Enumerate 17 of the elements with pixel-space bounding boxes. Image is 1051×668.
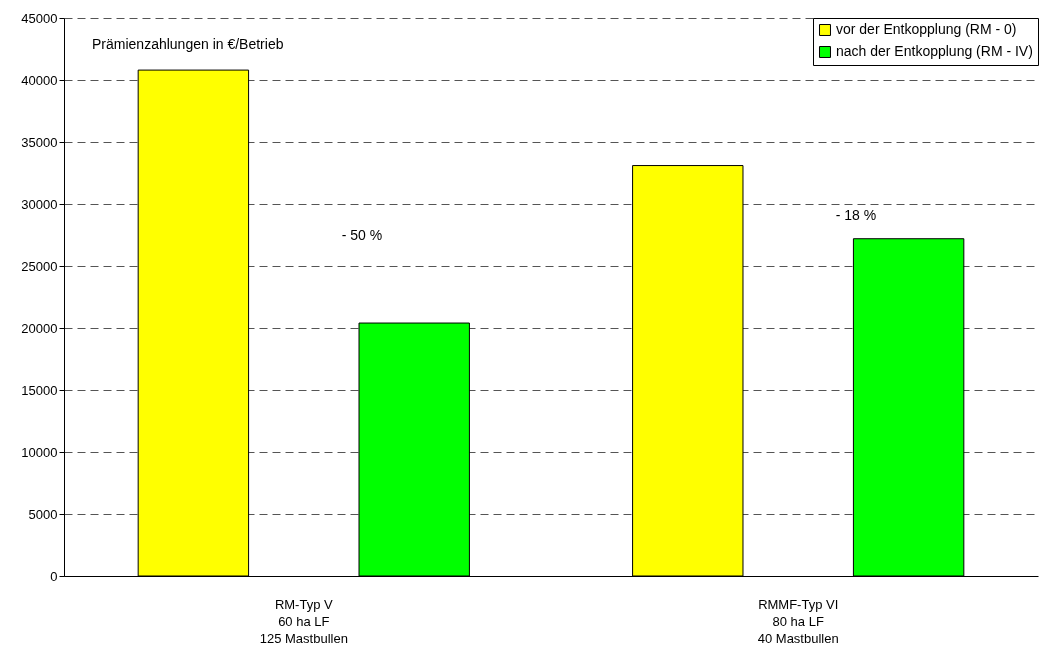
y-tick-label: 25000 xyxy=(21,258,58,274)
y-tick-label: 30000 xyxy=(21,196,58,212)
x-tick-label: RMMF-Typ VI 80 ha LF 40 Mastbullen xyxy=(757,596,839,646)
y-tick-label: 10000 xyxy=(21,444,58,460)
annotation: - 50 % xyxy=(341,227,383,243)
y-tick-label: 35000 xyxy=(21,134,58,150)
y-tick-label: 15000 xyxy=(21,382,58,398)
legend-label: nach der Entkopplung (RM - IV) xyxy=(836,43,1033,59)
y-tick-label: 45000 xyxy=(21,10,58,26)
y-tick-label: 40000 xyxy=(21,72,58,88)
y-tick-label: 0 xyxy=(50,568,58,584)
y-tick-label: 5000 xyxy=(28,506,58,522)
x-tick-label: RM-Typ V 60 ha LF 125 Mastbullen xyxy=(259,596,348,646)
annotation: Prämienzahlungen in €/Betrieb xyxy=(92,36,284,52)
y-tick-label: 20000 xyxy=(21,320,58,336)
legend-label: vor der Entkopplung (RM - 0) xyxy=(836,21,1017,37)
annotation: - 18 % xyxy=(835,207,877,223)
